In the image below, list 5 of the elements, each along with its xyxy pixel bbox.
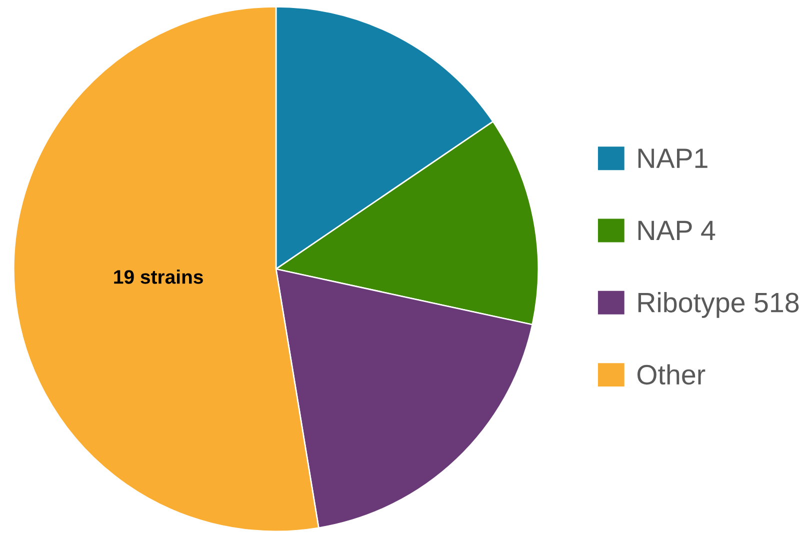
text: 19 strains	[114, 270, 203, 284]
legend-label: Other	[637, 364, 706, 385]
legend-label: NAP1	[638, 148, 708, 168]
legend-label: Ribotype 518	[638, 292, 799, 318]
legend-label: NAP 4	[638, 220, 716, 240]
